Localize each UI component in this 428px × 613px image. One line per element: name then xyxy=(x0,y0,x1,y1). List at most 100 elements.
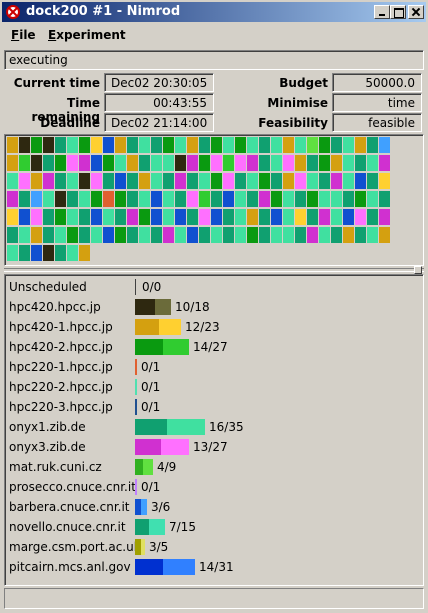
job-cell[interactable] xyxy=(331,209,342,225)
host-name[interactable]: hpc420.hpcc.jp xyxy=(9,300,101,314)
job-cell[interactable] xyxy=(175,191,186,207)
job-cell[interactable] xyxy=(367,227,378,243)
host-name[interactable]: hpc220-2.hpcc.jp xyxy=(9,380,113,394)
job-cell[interactable] xyxy=(343,137,354,153)
job-cell[interactable] xyxy=(103,137,114,153)
job-cell[interactable] xyxy=(151,137,162,153)
close-button[interactable] xyxy=(408,5,424,19)
job-cell[interactable] xyxy=(31,155,42,171)
job-cell[interactable] xyxy=(259,137,270,153)
job-cell[interactable] xyxy=(139,191,150,207)
job-cell[interactable] xyxy=(379,209,390,225)
job-cell[interactable] xyxy=(31,173,42,189)
app-icon[interactable] xyxy=(6,5,20,19)
job-cell[interactable] xyxy=(55,245,66,261)
job-cell[interactable] xyxy=(379,227,390,243)
job-cell[interactable] xyxy=(43,173,54,189)
job-cell[interactable] xyxy=(223,173,234,189)
job-cell[interactable] xyxy=(55,137,66,153)
job-cell[interactable] xyxy=(127,155,138,171)
job-cell[interactable] xyxy=(79,209,90,225)
job-cell[interactable] xyxy=(103,227,114,243)
job-cell[interactable] xyxy=(175,137,186,153)
job-cell[interactable] xyxy=(139,137,150,153)
maximize-button[interactable] xyxy=(390,5,406,19)
job-cell[interactable] xyxy=(331,173,342,189)
job-cell[interactable] xyxy=(343,155,354,171)
job-cell[interactable] xyxy=(319,173,330,189)
job-cell[interactable] xyxy=(283,191,294,207)
host-name[interactable]: novello.cnuce.cnr.it xyxy=(9,520,126,534)
job-cell[interactable] xyxy=(19,173,30,189)
job-cell[interactable] xyxy=(7,227,18,243)
job-cell[interactable] xyxy=(259,173,270,189)
host-name[interactable]: prosecco.cnuce.cnr.it xyxy=(9,480,136,494)
job-cell[interactable] xyxy=(331,137,342,153)
job-cell[interactable] xyxy=(7,245,18,261)
job-cell[interactable] xyxy=(31,227,42,243)
job-cell[interactable] xyxy=(307,173,318,189)
job-cell[interactable] xyxy=(187,155,198,171)
job-cell[interactable] xyxy=(7,191,18,207)
job-cell[interactable] xyxy=(175,227,186,243)
host-name[interactable]: hpc420-1.hpcc.jp xyxy=(9,320,113,334)
job-cell[interactable] xyxy=(139,227,150,243)
job-cell[interactable] xyxy=(151,227,162,243)
job-cell[interactable] xyxy=(163,227,174,243)
job-cell[interactable] xyxy=(199,191,210,207)
job-cell[interactable] xyxy=(103,209,114,225)
job-cell[interactable] xyxy=(19,137,30,153)
job-cell[interactable] xyxy=(139,155,150,171)
job-cell[interactable] xyxy=(283,137,294,153)
job-cell[interactable] xyxy=(187,137,198,153)
job-cell[interactable] xyxy=(79,155,90,171)
menu-experiment[interactable]: Experiment xyxy=(48,28,126,42)
job-cell[interactable] xyxy=(199,173,210,189)
job-cell[interactable] xyxy=(7,173,18,189)
job-cell[interactable] xyxy=(331,191,342,207)
job-cell[interactable] xyxy=(271,227,282,243)
job-cell[interactable] xyxy=(79,227,90,243)
job-cell[interactable] xyxy=(223,209,234,225)
job-cell[interactable] xyxy=(247,191,258,207)
job-cell[interactable] xyxy=(223,227,234,243)
job-cell[interactable] xyxy=(367,155,378,171)
job-cell[interactable] xyxy=(199,227,210,243)
job-cell[interactable] xyxy=(115,209,126,225)
job-cell[interactable] xyxy=(67,173,78,189)
job-cell[interactable] xyxy=(355,173,366,189)
job-cell[interactable] xyxy=(151,155,162,171)
job-cell[interactable] xyxy=(271,209,282,225)
job-cell[interactable] xyxy=(367,209,378,225)
host-name[interactable]: onyx1.zib.de xyxy=(9,420,86,434)
job-cell[interactable] xyxy=(259,227,270,243)
job-cell[interactable] xyxy=(55,191,66,207)
job-cell[interactable] xyxy=(103,155,114,171)
job-cell[interactable] xyxy=(79,245,90,261)
job-cell[interactable] xyxy=(175,209,186,225)
job-cell[interactable] xyxy=(91,137,102,153)
job-cell[interactable] xyxy=(247,209,258,225)
job-cell[interactable] xyxy=(127,227,138,243)
job-cell[interactable] xyxy=(307,227,318,243)
job-cell[interactable] xyxy=(67,245,78,261)
job-cell[interactable] xyxy=(55,227,66,243)
job-cell[interactable] xyxy=(163,137,174,153)
job-cell[interactable] xyxy=(283,173,294,189)
job-cell[interactable] xyxy=(43,209,54,225)
job-cell[interactable] xyxy=(163,209,174,225)
host-name[interactable]: hpc420-2.hpcc.jp xyxy=(9,340,113,354)
job-cell[interactable] xyxy=(127,191,138,207)
job-cell[interactable] xyxy=(247,227,258,243)
job-cell[interactable] xyxy=(211,209,222,225)
job-cell[interactable] xyxy=(43,137,54,153)
job-cell[interactable] xyxy=(199,155,210,171)
job-cell[interactable] xyxy=(319,137,330,153)
job-cell[interactable] xyxy=(247,137,258,153)
job-cell[interactable] xyxy=(343,209,354,225)
job-cell[interactable] xyxy=(271,173,282,189)
job-cell[interactable] xyxy=(31,245,42,261)
job-cell[interactable] xyxy=(319,155,330,171)
host-name[interactable]: barbera.cnuce.cnr.it xyxy=(9,500,130,514)
job-cell[interactable] xyxy=(235,155,246,171)
